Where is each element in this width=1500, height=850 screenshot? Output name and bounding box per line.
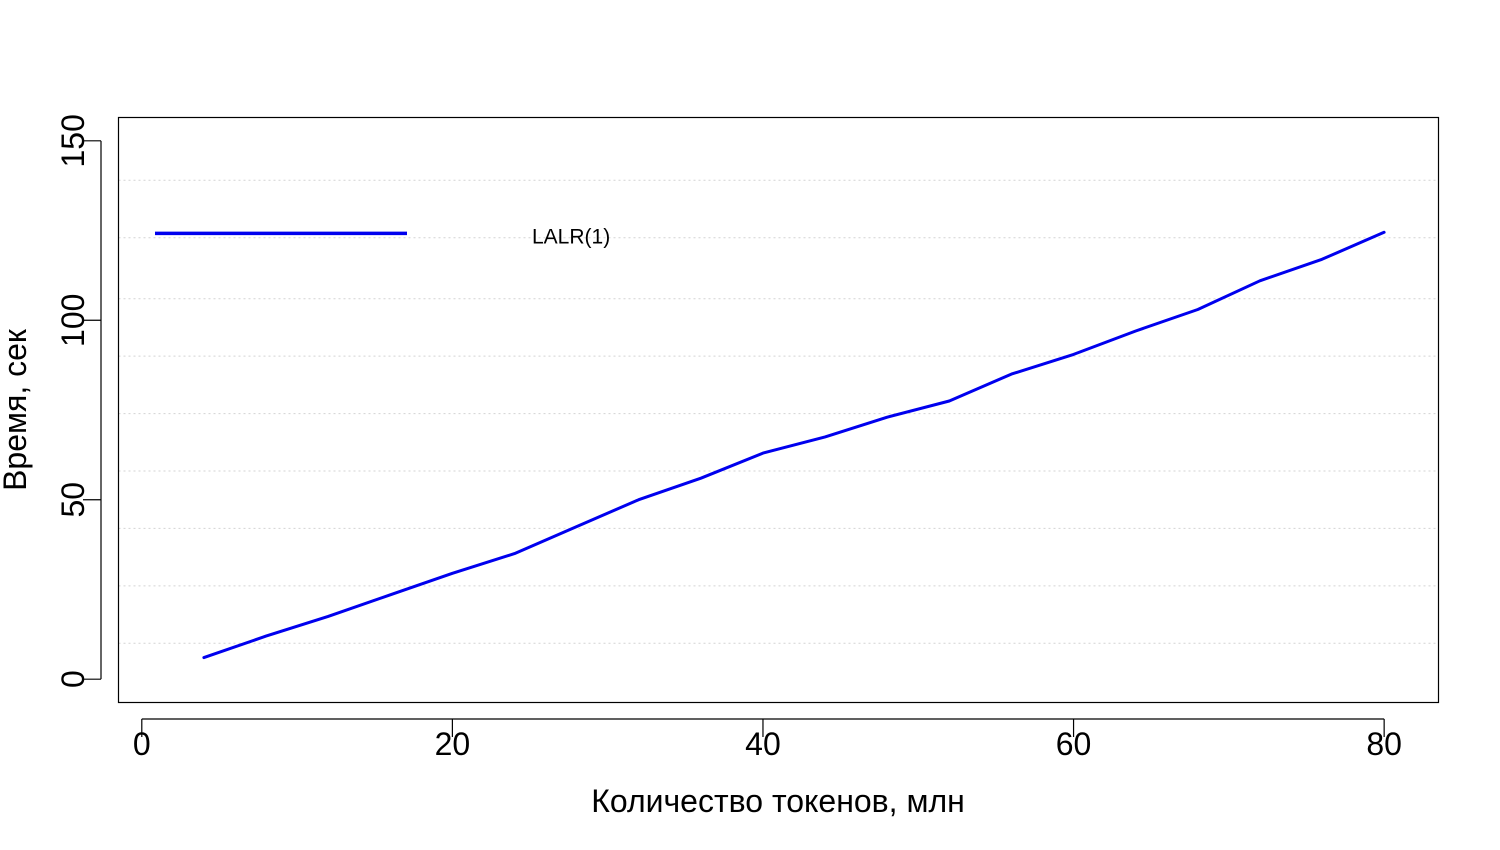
y-tick-label: 150 [55,114,91,167]
gridlines [118,179,1439,644]
series-layer [202,230,1386,660]
legend: LALR(1) [155,225,610,248]
x-axis: 0 20 40 60 80 [133,718,1402,762]
x-tick-label: 40 [745,726,781,762]
x-tick-label: 60 [1056,726,1092,762]
series-line [202,230,1386,660]
x-tick-label: 80 [1366,726,1402,762]
x-axis-title: Количество токенов, млн [591,783,965,819]
y-tick-label: 100 [55,294,91,347]
x-tick-label: 0 [133,726,151,762]
y-tick-label: 0 [55,670,91,688]
x-tick-label: 20 [435,726,471,762]
y-tick-label: 50 [55,482,91,518]
plot-frame [117,116,1440,704]
legend-label: LALR(1) [532,225,610,248]
y-axis: 0 50 100 150 [55,114,102,688]
y-axis-title: Время, сек [0,328,33,491]
